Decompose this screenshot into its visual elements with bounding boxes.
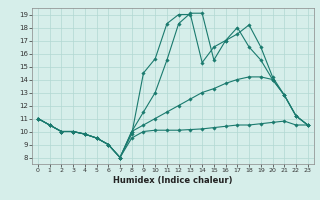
X-axis label: Humidex (Indice chaleur): Humidex (Indice chaleur) — [113, 176, 233, 185]
